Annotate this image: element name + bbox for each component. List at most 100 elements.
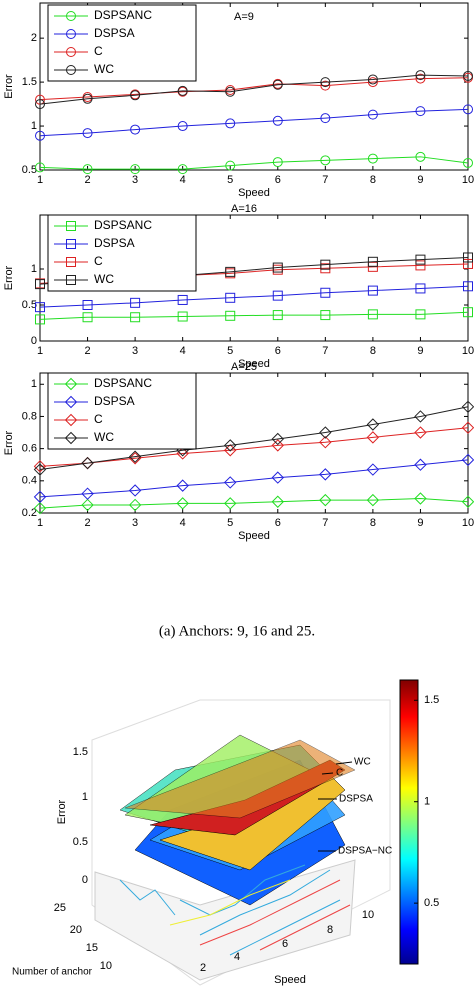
legend-label: DSPSA <box>94 394 135 408</box>
marker <box>272 310 283 321</box>
series-line <box>39 498 469 509</box>
marker <box>224 444 237 457</box>
series-line <box>39 406 469 471</box>
marker <box>64 395 78 409</box>
marker <box>367 309 378 320</box>
marker <box>130 90 141 101</box>
marker <box>33 463 47 476</box>
marker <box>367 74 378 85</box>
marker <box>225 86 236 97</box>
marker <box>319 468 332 481</box>
marker <box>320 259 331 270</box>
marker <box>130 297 141 308</box>
marker <box>224 476 237 489</box>
marker <box>81 487 94 500</box>
marker <box>463 157 473 168</box>
marker <box>463 252 473 263</box>
marker <box>81 498 94 512</box>
y-axis-label: Error <box>3 74 15 99</box>
marker <box>415 254 426 265</box>
x-tick-label: 10 <box>462 517 474 529</box>
x-tick-label: 7 <box>322 517 328 529</box>
marker <box>463 104 473 115</box>
marker <box>272 262 283 273</box>
marker <box>320 310 331 321</box>
annotation: C <box>336 768 343 779</box>
marker <box>319 493 332 507</box>
marker <box>64 413 78 427</box>
marker <box>415 283 426 294</box>
z-tick-label: 0.5 <box>73 836 88 848</box>
legend-label: DSPSANC <box>94 376 152 390</box>
x-tick-label: 9 <box>417 517 423 529</box>
marker <box>271 495 284 508</box>
x-tick-label: 8 <box>370 345 376 357</box>
marker <box>177 311 188 322</box>
x-axis-label: Speed <box>238 187 270 199</box>
marker <box>66 47 76 57</box>
legend-label: C <box>94 412 103 426</box>
chart-title: A=16 <box>231 203 257 215</box>
x-tick-label: 6 <box>275 517 281 529</box>
marker <box>319 426 332 439</box>
x-tick-label: 6 <box>275 174 281 186</box>
annotation: DSPSA−NC <box>338 846 392 857</box>
marker <box>415 106 426 117</box>
marker <box>461 453 474 467</box>
marker <box>463 70 473 81</box>
y-tick-label: 1 <box>31 378 37 390</box>
marker <box>35 314 45 325</box>
marker <box>130 312 141 323</box>
y-tick-label: 0.5 <box>22 299 37 311</box>
marker <box>414 458 427 471</box>
marker <box>66 239 76 249</box>
y-axis-label: Error <box>3 430 15 455</box>
marker <box>35 279 45 290</box>
marker <box>66 65 76 75</box>
legend <box>47 372 197 450</box>
marker <box>366 493 380 507</box>
marker <box>272 290 283 301</box>
x-tick-label: 7 <box>322 174 328 186</box>
y-tick-label: 1 <box>31 263 37 275</box>
legend-label: DSPSA <box>94 26 135 40</box>
marker <box>272 157 283 168</box>
marker <box>177 294 188 305</box>
marker <box>176 497 189 510</box>
marker <box>64 377 78 391</box>
x-tick-label: 2 <box>200 962 206 974</box>
x-tick-label: 2 <box>84 517 90 529</box>
x-tick-label: 4 <box>234 951 240 963</box>
legend <box>47 214 197 292</box>
x-tick-label: 6 <box>275 345 281 357</box>
x-tick-label: 5 <box>227 345 233 357</box>
y-tick-label: 1.5 <box>22 76 37 88</box>
x-tick-label: 8 <box>370 517 376 529</box>
legend-label: WC <box>94 62 114 76</box>
marker <box>225 266 236 277</box>
marker <box>35 162 45 173</box>
chart-title: A=25 <box>231 361 257 373</box>
x-tick-label: 1 <box>37 345 43 357</box>
x-tick-label: 1 <box>37 174 43 186</box>
marker <box>225 118 236 129</box>
marker <box>130 164 141 175</box>
marker <box>271 471 284 484</box>
marker <box>177 164 188 175</box>
marker <box>66 11 76 21</box>
x-tick-label: 5 <box>227 517 233 529</box>
marker <box>225 160 236 171</box>
z-tick-label: 0 <box>82 874 88 886</box>
marker <box>33 490 47 504</box>
marker <box>367 77 378 88</box>
marker <box>82 128 93 139</box>
marker <box>461 495 474 508</box>
marker <box>414 426 427 439</box>
marker <box>320 80 331 91</box>
marker <box>271 432 284 446</box>
marker <box>367 261 378 272</box>
legend-label: C <box>94 254 103 268</box>
marker <box>128 450 142 463</box>
chart-title: A=9 <box>234 11 254 23</box>
